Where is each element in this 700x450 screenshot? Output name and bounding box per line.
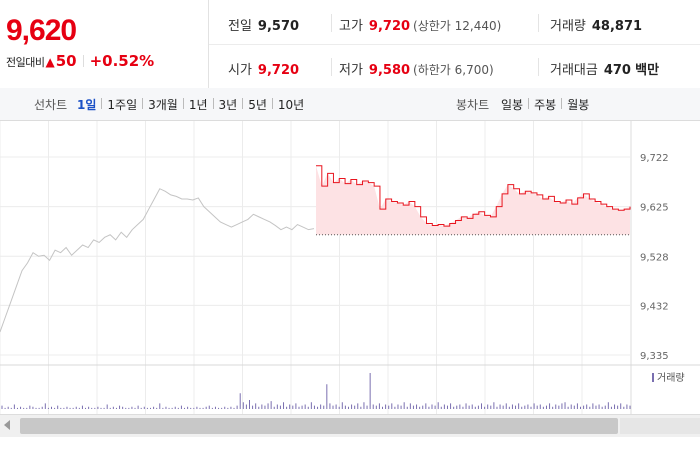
change-amount: 50 xyxy=(55,52,77,70)
tab-daily-candle[interactable]: 일봉 xyxy=(501,98,524,112)
change-row: 전일대비▲50 +0.52% xyxy=(6,52,154,70)
open-label: 시가 xyxy=(228,63,252,78)
period-toolbar: 선차트 1일 1주일 3개월 1년 3년 5년 10년 봉차트 일봉 주봉 월봉 xyxy=(0,88,700,121)
divider xyxy=(538,14,539,32)
tab-10year[interactable]: 10년 xyxy=(277,98,305,112)
divider xyxy=(331,58,332,76)
tab-5year[interactable]: 5년 xyxy=(248,98,267,112)
line-chart-label: 선차트 xyxy=(34,98,68,112)
volume-value: 48,871 xyxy=(591,19,643,34)
y-tick-label: 9,335 xyxy=(640,351,669,362)
prev-close: 전일 9,570 xyxy=(228,15,299,34)
chart-scrollbar[interactable] xyxy=(0,414,700,437)
upper-limit: (상한가 12,440) xyxy=(413,19,502,33)
y-tick-label: 9,528 xyxy=(640,252,669,263)
day-low: 저가 9,580 (하한가 6,700) xyxy=(339,59,494,78)
low-label: 저가 xyxy=(339,63,363,78)
high-value: 9,720 xyxy=(368,19,411,34)
previous-day-line xyxy=(0,188,315,333)
scroll-left-arrow-icon[interactable] xyxy=(4,420,10,430)
prev-close-label: 전일 xyxy=(228,19,252,34)
high-label: 고가 xyxy=(339,19,363,34)
change-percent: +0.52% xyxy=(89,52,155,70)
divider xyxy=(101,98,103,109)
divider xyxy=(242,98,244,109)
candle-chart-label: 봉차트 xyxy=(456,98,490,112)
y-tick-label: 9,722 xyxy=(640,153,669,164)
open-value: 9,720 xyxy=(257,63,300,78)
chart-canvas: 9,722 9,625 9,528 9,432 9,335 거래량 xyxy=(0,121,700,414)
intraday-chart: 9,722 9,625 9,528 9,432 9,335 거래량 xyxy=(0,121,700,450)
tab-1week[interactable]: 1주일 xyxy=(107,98,138,112)
low-value: 9,580 xyxy=(368,63,411,78)
y-tick-label: 9,432 xyxy=(640,301,669,312)
today-area-fill xyxy=(316,165,630,235)
quote-panel: 9,620 전일대비▲50 +0.52% 전일 9,570 고가 9,720 (상한가 … xyxy=(0,0,700,89)
divider xyxy=(271,98,273,109)
trade-amount: 거래대금 470 백만 xyxy=(550,59,659,78)
price-box: 9,620 전일대비▲50 +0.52% xyxy=(0,0,209,88)
volume: 거래량 48,871 xyxy=(550,15,642,34)
divider xyxy=(538,58,539,76)
volume-legend-label: 거래량 xyxy=(657,372,685,384)
prev-close-value: 9,570 xyxy=(257,19,300,34)
volume-legend-swatch xyxy=(652,373,654,382)
tab-3year[interactable]: 3년 xyxy=(218,98,238,112)
tab-1day[interactable]: 1일 xyxy=(77,98,97,112)
divider xyxy=(561,98,563,109)
divider xyxy=(142,98,144,109)
tab-1year[interactable]: 1년 xyxy=(188,98,208,112)
divider xyxy=(212,98,214,109)
today-price-line xyxy=(316,165,631,227)
divider xyxy=(209,44,700,45)
open-price: 시가 9,720 xyxy=(228,59,299,78)
divider xyxy=(331,14,332,32)
lower-limit: (하한가 6,700) xyxy=(413,63,494,77)
tab-3month[interactable]: 3개월 xyxy=(148,98,178,112)
scroll-track[interactable] xyxy=(620,418,700,434)
tab-weekly-candle[interactable]: 주봉 xyxy=(534,98,557,112)
amount-unit: 백만 xyxy=(635,63,660,78)
volume-label: 거래량 xyxy=(550,19,586,34)
tab-monthly-candle[interactable]: 월봉 xyxy=(567,98,590,112)
line-period-tabs: 1일 1주일 3개월 1년 3년 5년 10년 xyxy=(72,96,309,113)
divider xyxy=(528,98,530,109)
amount-value: 470 xyxy=(603,63,631,78)
y-tick-label: 9,625 xyxy=(640,203,669,214)
divider xyxy=(82,55,84,67)
divider xyxy=(182,98,184,109)
change-label: 전일대비 xyxy=(6,56,45,69)
up-triangle-icon: ▲ xyxy=(45,55,55,69)
scroll-thumb[interactable] xyxy=(20,418,618,434)
amount-label: 거래대금 xyxy=(550,63,598,78)
current-price: 9,620 xyxy=(6,14,77,47)
day-high: 고가 9,720 (상한가 12,440) xyxy=(339,15,501,34)
candle-period-tabs: 일봉 주봉 월봉 xyxy=(496,96,594,113)
